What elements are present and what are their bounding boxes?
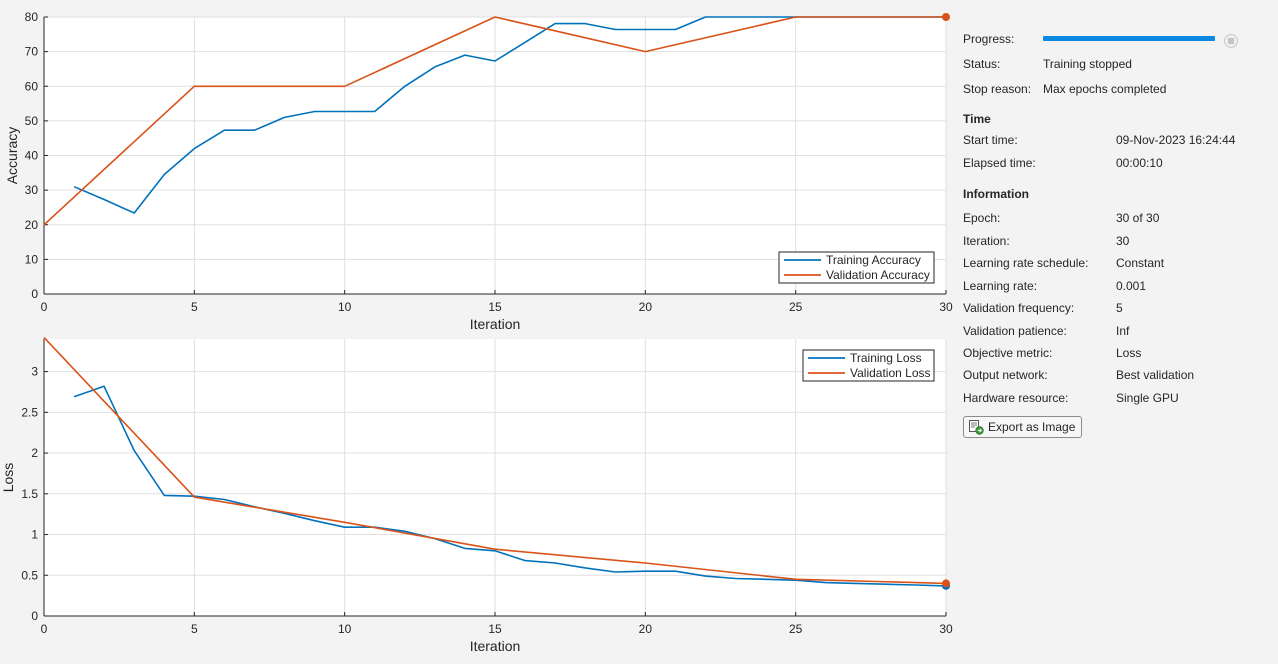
export-image-icon <box>969 420 984 435</box>
chart1-x-axis-title: Iteration <box>470 638 521 654</box>
lr-schedule-label: Learning rate schedule: <box>963 256 1089 270</box>
chart0-y-tick-label: 0 <box>31 287 38 301</box>
chart0-y-tick-label: 70 <box>25 45 39 59</box>
output-network-value: Best validation <box>1116 368 1195 382</box>
chart0-x-tick-label: 20 <box>639 300 653 314</box>
chart0-series-validation-line <box>43 16 946 226</box>
chart1-y-axis-title: Loss <box>0 463 16 493</box>
validation-frequency-label: Validation frequency: <box>963 301 1075 315</box>
chart1-y-tick-label: 1.5 <box>21 487 38 501</box>
chart1-x-tick-label: 25 <box>789 622 803 636</box>
hardware-resource-value: Single GPU <box>1116 391 1179 405</box>
hardware-resource-label: Hardware resource: <box>963 391 1069 405</box>
chart1-x-tick-label: 10 <box>338 622 352 636</box>
output-network-label: Output network: <box>963 368 1048 382</box>
information-section-title: Information <box>963 187 1029 201</box>
chart0-x-tick-label: 10 <box>338 300 352 314</box>
stop-icon[interactable] <box>1224 34 1238 48</box>
chart0-x-tick-label: 15 <box>488 300 502 314</box>
training-progress-charts: 0 5 10 15 20 25 3001020304050607080IterationAc… <box>0 10 953 654</box>
lr-schedule-value: Constant <box>1116 256 1165 270</box>
chart0-y-tick-label: 80 <box>25 10 39 24</box>
chart1-x-tick-label: 5 <box>191 622 198 636</box>
chart0-y-tick-label: 10 <box>25 252 39 266</box>
chart0-y-tick-label: 60 <box>25 79 39 93</box>
epoch-label: Epoch: <box>963 211 1001 225</box>
elapsed-time-value: 00:00:10 <box>1116 156 1163 170</box>
learning-rate-value: 0.001 <box>1116 279 1147 293</box>
chart0-x-axis-title: Iteration <box>470 316 521 332</box>
status-label: Status: <box>963 57 1001 71</box>
validation-patience-label: Validation patience: <box>963 324 1067 338</box>
training-plots: 0 5 10 15 20 25 30 0 10 20 30 40 50 60 70 80 Iteration Ac… <box>0 10 953 654</box>
chart0-legend-entry: Validation Accuracy <box>826 268 930 282</box>
objective-metric-value: Loss <box>1116 346 1142 360</box>
chart0-x-tick-label: 25 <box>789 300 803 314</box>
chart1-x-tick-label: 0 <box>41 622 48 636</box>
chart1-series-training-line <box>73 385 947 587</box>
chart0-y-tick-label: 30 <box>25 183 39 197</box>
chart1-y-tick-label: 0 <box>31 609 38 623</box>
export-as-image-button[interactable]: Export as Image <box>963 416 1083 438</box>
chart1-x-tick-label: 20 <box>639 622 653 636</box>
elapsed-time-label: Elapsed time: <box>963 156 1036 170</box>
chart1-legend <box>802 349 935 382</box>
progress-bar <box>1043 36 1215 41</box>
chart1-series-validation-line <box>43 336 947 585</box>
progress-label: Progress: <box>963 32 1015 46</box>
chart0-x-tick-label: 0 <box>41 300 48 314</box>
validation-frequency-value: 5 <box>1116 301 1123 315</box>
chart0-y-tick-label: 40 <box>25 149 39 163</box>
start-time-value: 09-Nov-2023 16:24:44 <box>1116 133 1236 147</box>
status-value: Training stopped <box>1043 57 1132 71</box>
chart0-y-axis-title: Accuracy <box>4 127 20 185</box>
chart0-series-validation-final-point <box>942 13 950 21</box>
chart1-legend-entry: Validation Loss <box>850 366 931 380</box>
chart1-y-tick-label: 2 <box>31 446 38 460</box>
export-button-label: Export as Image <box>988 420 1076 434</box>
chart0-y-tick-label: 50 <box>25 114 39 128</box>
chart1-x-tick-label: 15 <box>488 622 502 636</box>
time-section-title: Time <box>963 112 991 126</box>
training-info-panel: Progress: Status: Training stopped Stop … <box>963 0 1273 664</box>
chart1-x-tick-label: 30 <box>939 622 953 636</box>
chart1-y-tick-label: 2.5 <box>21 405 38 419</box>
objective-metric-label: Objective metric: <box>963 346 1053 360</box>
validation-patience-value: Inf <box>1116 324 1130 338</box>
stop-reason-label: Stop reason: <box>963 82 1032 96</box>
epoch-value: 30 of 30 <box>1116 211 1160 225</box>
chart1-y-tick-label: 0.5 <box>21 568 38 582</box>
iteration-value: 30 <box>1116 234 1130 248</box>
chart0-legend-entry: Training Accuracy <box>826 253 921 267</box>
chart0-x-tick-label: 30 <box>939 300 953 314</box>
chart0-y-tick-label: 20 <box>25 218 39 232</box>
chart1-y-tick-label: 3 <box>31 365 38 379</box>
chart0-x-tick-label: 5 <box>191 300 198 314</box>
iteration-label: Iteration: <box>963 234 1010 248</box>
start-time-label: Start time: <box>963 133 1018 147</box>
stop-reason-value: Max epochs completed <box>1043 82 1167 96</box>
chart1-legend-entry: Training Loss <box>850 351 922 365</box>
learning-rate-label: Learning rate: <box>963 279 1038 293</box>
chart0-legend <box>778 251 935 284</box>
chart1-y-tick-label: 1 <box>31 528 38 542</box>
chart1-series-validation-final-point <box>942 579 950 588</box>
